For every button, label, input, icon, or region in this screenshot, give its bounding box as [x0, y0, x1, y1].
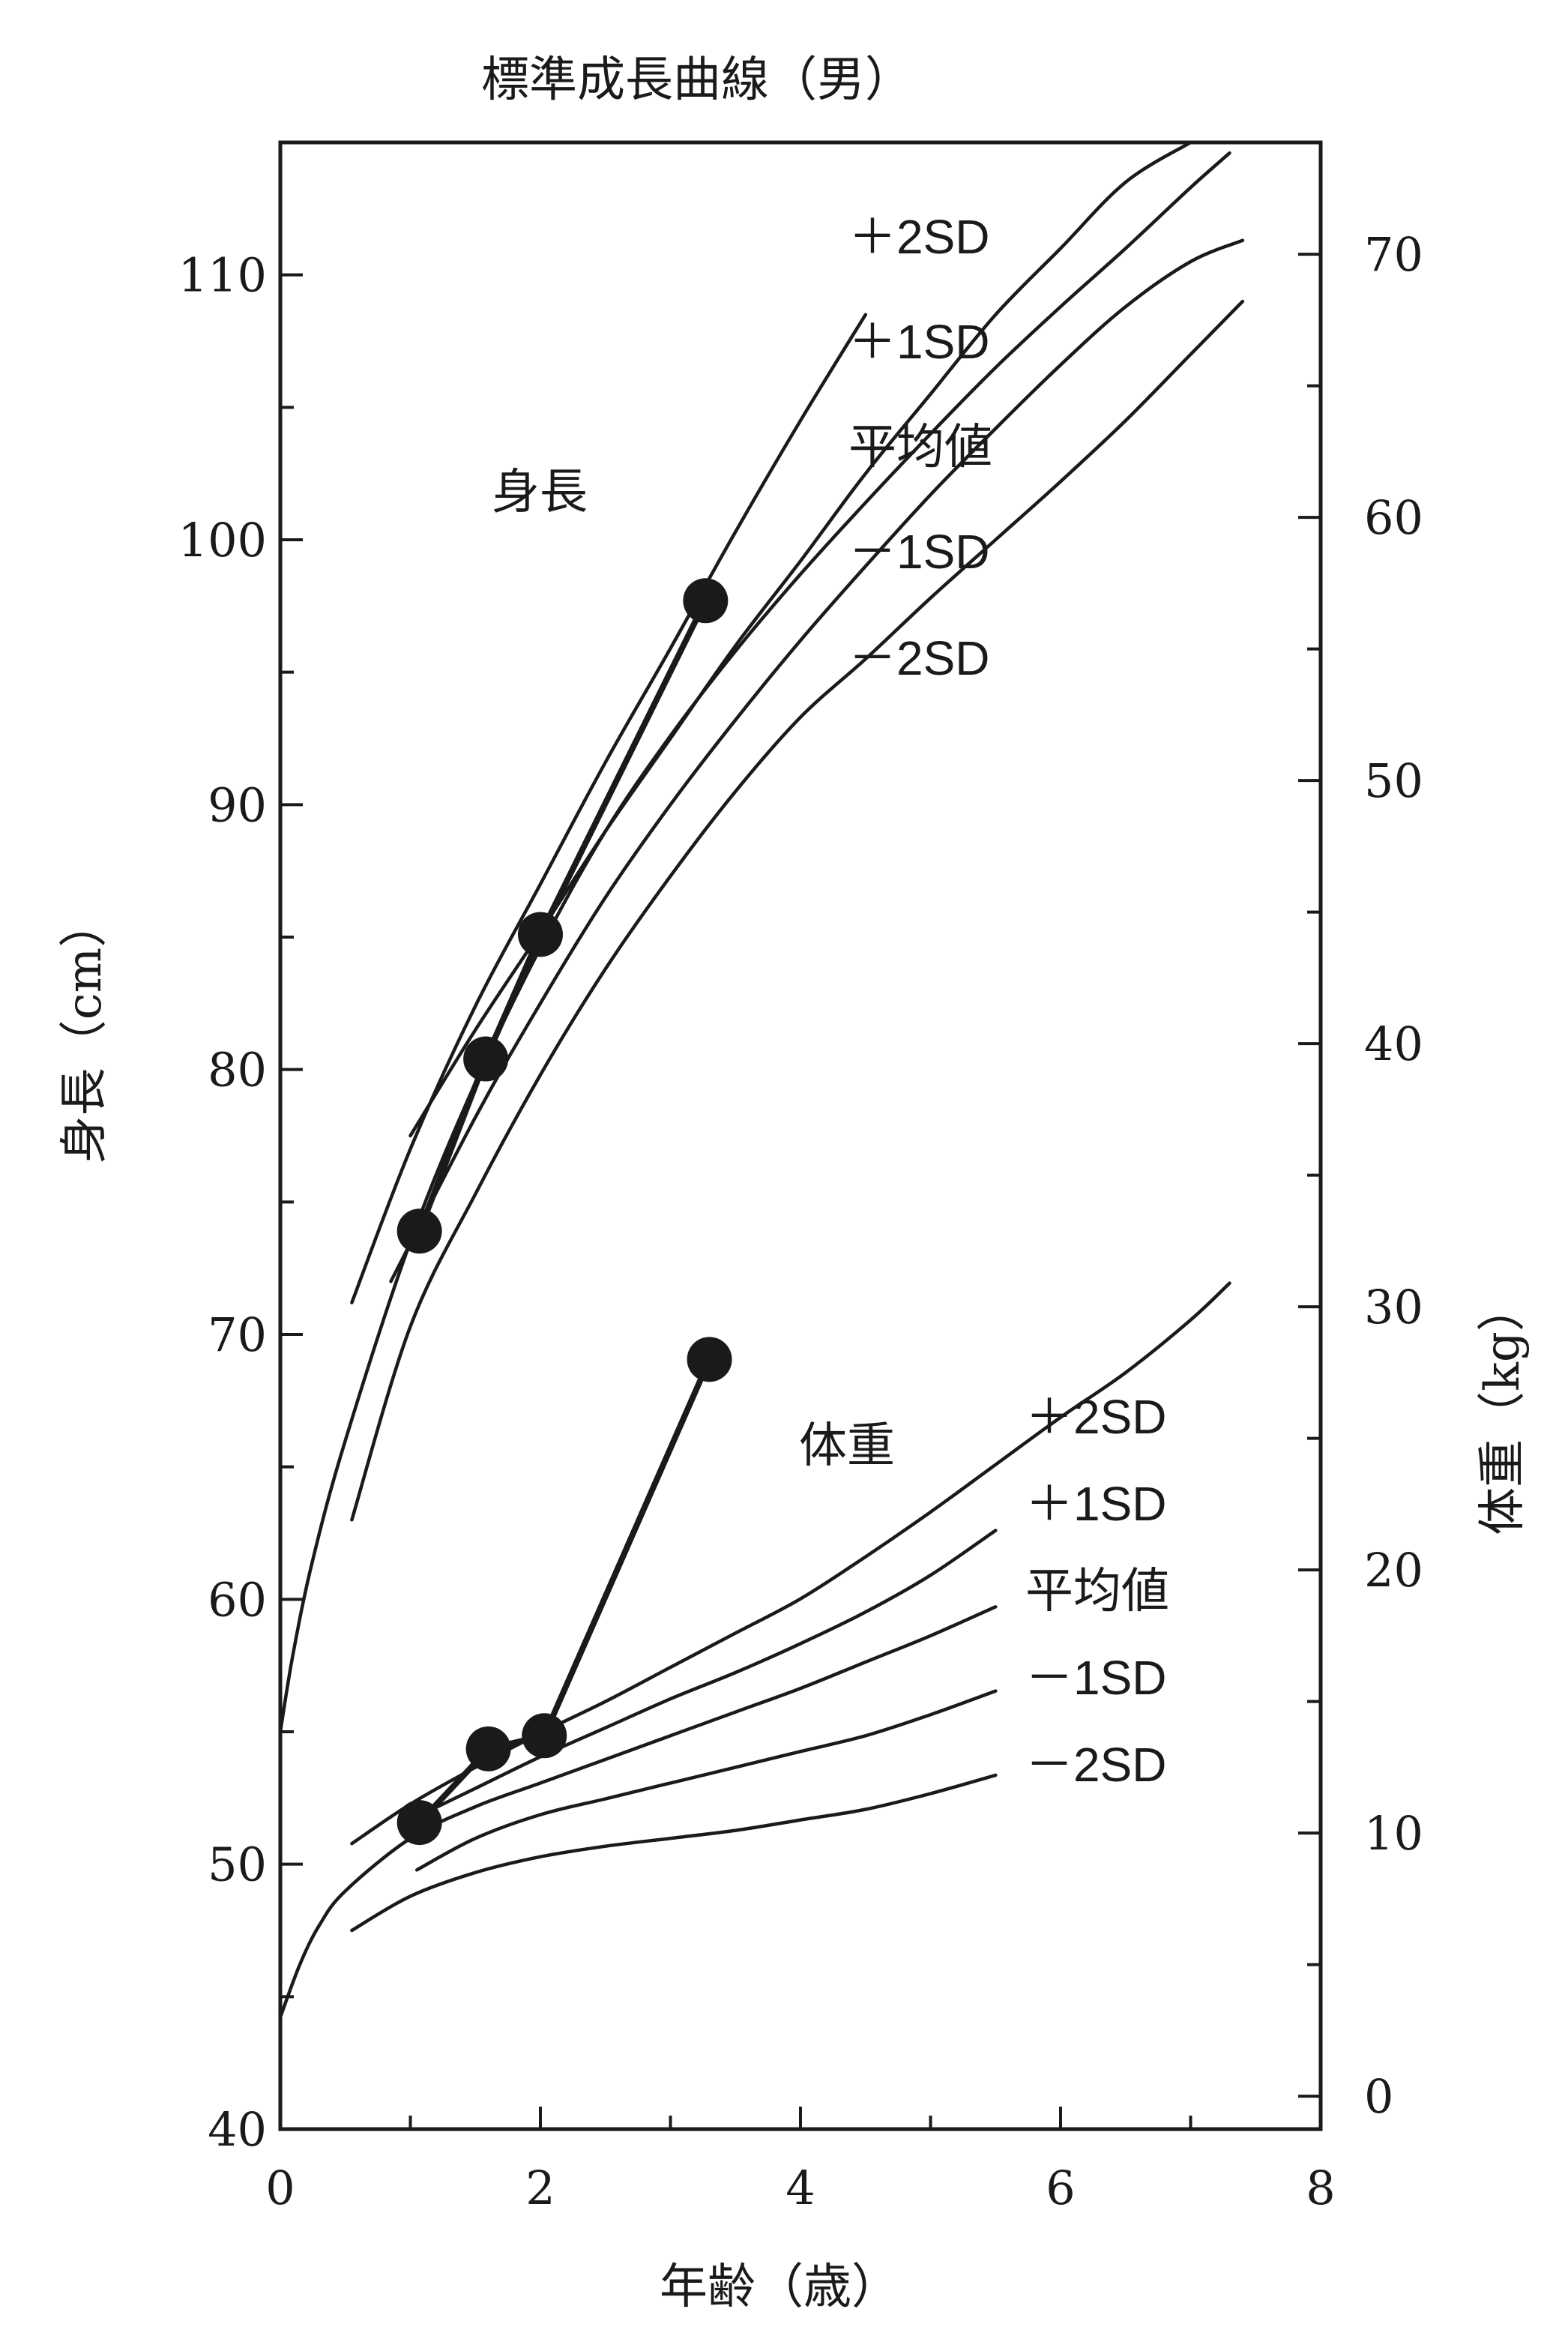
height-label-plus2sd: ＋2SD: [848, 210, 990, 264]
height-label-minus1sd: －1SD: [848, 525, 990, 579]
x-tick-label: 2: [525, 2161, 555, 2215]
y-right-tick-label: 60: [1364, 490, 1423, 545]
y-right-tick-label: 50: [1364, 753, 1423, 808]
x-tick-label: 0: [265, 2161, 295, 2215]
weight-measurement-point: [522, 1713, 567, 1759]
weight-measurement-point: [687, 1337, 732, 1382]
weight-group-label: 体重: [799, 1418, 895, 1474]
height-connector: [483, 931, 543, 1062]
y-left-tick-label: 70: [208, 1307, 267, 1362]
segment-layer: [416, 597, 713, 1826]
height-measurement-point: [396, 1208, 442, 1254]
x-tick-label: 4: [785, 2161, 815, 2215]
height-group-label: 身長: [492, 465, 588, 520]
y-left-tick-label: 110: [178, 248, 267, 303]
weight-curve-2: [278, 1605, 998, 2020]
chart-title: 標準成長曲線（男）: [481, 52, 913, 108]
y-right-tick-label: 40: [1364, 1017, 1423, 1071]
weight-label-minus1sd: －1SD: [1025, 1651, 1167, 1705]
height-label-mean: 平均値: [848, 420, 992, 475]
y-axis-right-label-group: 体重（kg）: [1475, 1283, 1531, 1535]
weight-label-plus2sd: ＋2SD: [1025, 1390, 1167, 1444]
y-left-tick-label: 90: [208, 777, 267, 832]
height-connector: [416, 1056, 489, 1235]
y-axis-left-label-group: 身長（cm）: [57, 900, 112, 1164]
point-layer: [396, 578, 732, 1846]
height-curve-3: [389, 238, 1245, 1283]
weight-measurement-point: [396, 1800, 442, 1846]
x-axis-label: 年齢（歳）: [660, 2260, 899, 2315]
y-left-tick-label: 40: [208, 2102, 267, 2157]
height-label-minus2sd: －2SD: [848, 631, 990, 685]
y-axis-right-label: 体重（kg）: [1475, 1283, 1531, 1535]
weight-label-minus2sd: －2SD: [1025, 1738, 1167, 1792]
weight-curve-3: [414, 1689, 998, 1872]
x-tick-label: 6: [1046, 2161, 1075, 2215]
y-right-tick-label: 70: [1364, 227, 1423, 282]
y-left-tick-label: 60: [208, 1572, 267, 1627]
y-right-tick-label: 10: [1364, 1806, 1423, 1861]
weight-curve-1: [408, 1529, 998, 1822]
y-left-tick-label: 80: [208, 1043, 267, 1098]
weight-connector: [541, 1356, 713, 1739]
y-left-tick-label: 100: [178, 513, 267, 568]
height-curve-2: [278, 151, 1231, 1734]
tick-layer: 0 2 4 6 8 40 50 60 70 80 90 100 110 0 10 20 30 40 50 60 70: [178, 141, 1423, 2215]
height-label-plus1sd: ＋1SD: [848, 315, 990, 369]
height-measurement-point: [463, 1036, 509, 1082]
height-curve-0: [350, 313, 868, 1304]
y-right-tick-label: 20: [1364, 1543, 1423, 1598]
y-left-tick-label: 50: [208, 1837, 267, 1892]
weight-label-mean: 平均値: [1025, 1564, 1169, 1619]
x-tick-label: 8: [1306, 2161, 1335, 2215]
height-connector: [537, 597, 709, 938]
weight-measurement-point: [465, 1726, 511, 1771]
weight-label-plus1sd: ＋1SD: [1025, 1477, 1167, 1531]
curve-layer: [278, 140, 1245, 2020]
y-right-tick-label: 0: [1364, 2069, 1393, 2124]
y-axis-left-label: 身長（cm）: [57, 900, 112, 1164]
height-curve-4: [350, 299, 1245, 1522]
weight-curve-4: [350, 1773, 998, 1933]
y-right-tick-label: 30: [1364, 1280, 1423, 1334]
height-measurement-point: [518, 912, 563, 957]
height-measurement-point: [683, 578, 729, 624]
